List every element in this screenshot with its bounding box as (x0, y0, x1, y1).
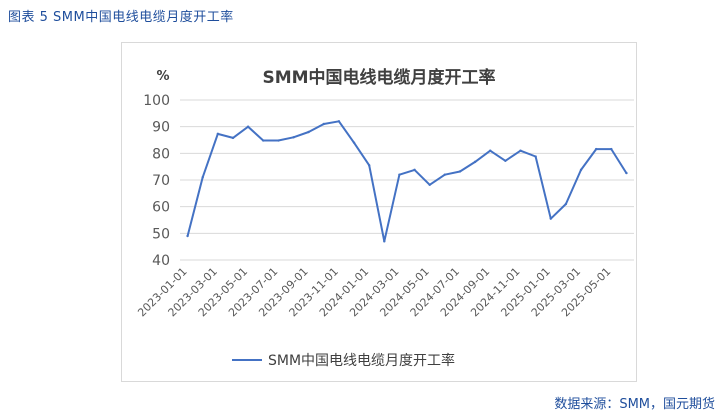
legend-label: SMM中国电线电缆月度开工率 (268, 352, 455, 369)
data-point (519, 149, 522, 152)
data-point (352, 141, 356, 144)
data-point (534, 155, 537, 158)
chart-container: SMM中国电线电缆月度开工率 % 40 50 60 70 80 90 100 2023-01… (121, 42, 637, 382)
figure-caption: 图表 5 SMM中国电线电缆月度开工率 (8, 10, 234, 25)
series-line (186, 120, 628, 243)
data-point (262, 139, 265, 142)
x-axis-ticks: 2023-01-012023-03-012023-05-012023-07-01… (135, 265, 613, 319)
y-tick-label: 80 (152, 146, 170, 162)
y-axis-unit-label: % (156, 69, 169, 84)
y-tick-label: 100 (143, 93, 170, 109)
legend: SMM中国电线电缆月度开工率 (232, 352, 455, 369)
line-chart: SMM中国电线电缆月度开工率 % 40 50 60 70 80 90 100 2023-01… (135, 67, 634, 369)
data-point (367, 164, 371, 167)
data-point (579, 168, 583, 172)
data-point (625, 171, 628, 175)
y-tick-label: 40 (152, 253, 170, 269)
data-point (201, 176, 204, 179)
y-tick-label: 90 (152, 120, 170, 136)
data-point (216, 132, 220, 136)
data-point (307, 130, 310, 134)
data-point (473, 160, 477, 164)
data-point (398, 173, 401, 176)
y-tick-label: 70 (152, 173, 170, 189)
data-point (337, 120, 341, 123)
data-point (246, 125, 250, 128)
y-tick-label: 50 (152, 226, 170, 242)
data-point (504, 159, 507, 162)
data-point (564, 202, 568, 206)
data-point (186, 234, 189, 238)
data-point (443, 173, 447, 176)
data-point (383, 240, 386, 243)
data-point (292, 136, 295, 139)
data-source-note: 数据来源：SMM，国元期货 (554, 397, 715, 412)
data-point (277, 139, 280, 142)
data-point (322, 122, 325, 126)
data-point (489, 149, 492, 152)
data-point (231, 136, 235, 140)
y-tick-label: 60 (152, 200, 170, 216)
data-point (413, 168, 416, 172)
data-point (594, 147, 598, 151)
data-point (458, 170, 462, 173)
data-point (428, 183, 431, 186)
series-layer (186, 120, 628, 243)
data-point (549, 217, 552, 220)
gridlines (180, 99, 634, 261)
chart-title: SMM中国电线电缆月度开工率 (262, 67, 495, 88)
y-axis-ticks: 40 50 60 70 80 90 100 (143, 93, 170, 269)
data-point (610, 147, 613, 151)
